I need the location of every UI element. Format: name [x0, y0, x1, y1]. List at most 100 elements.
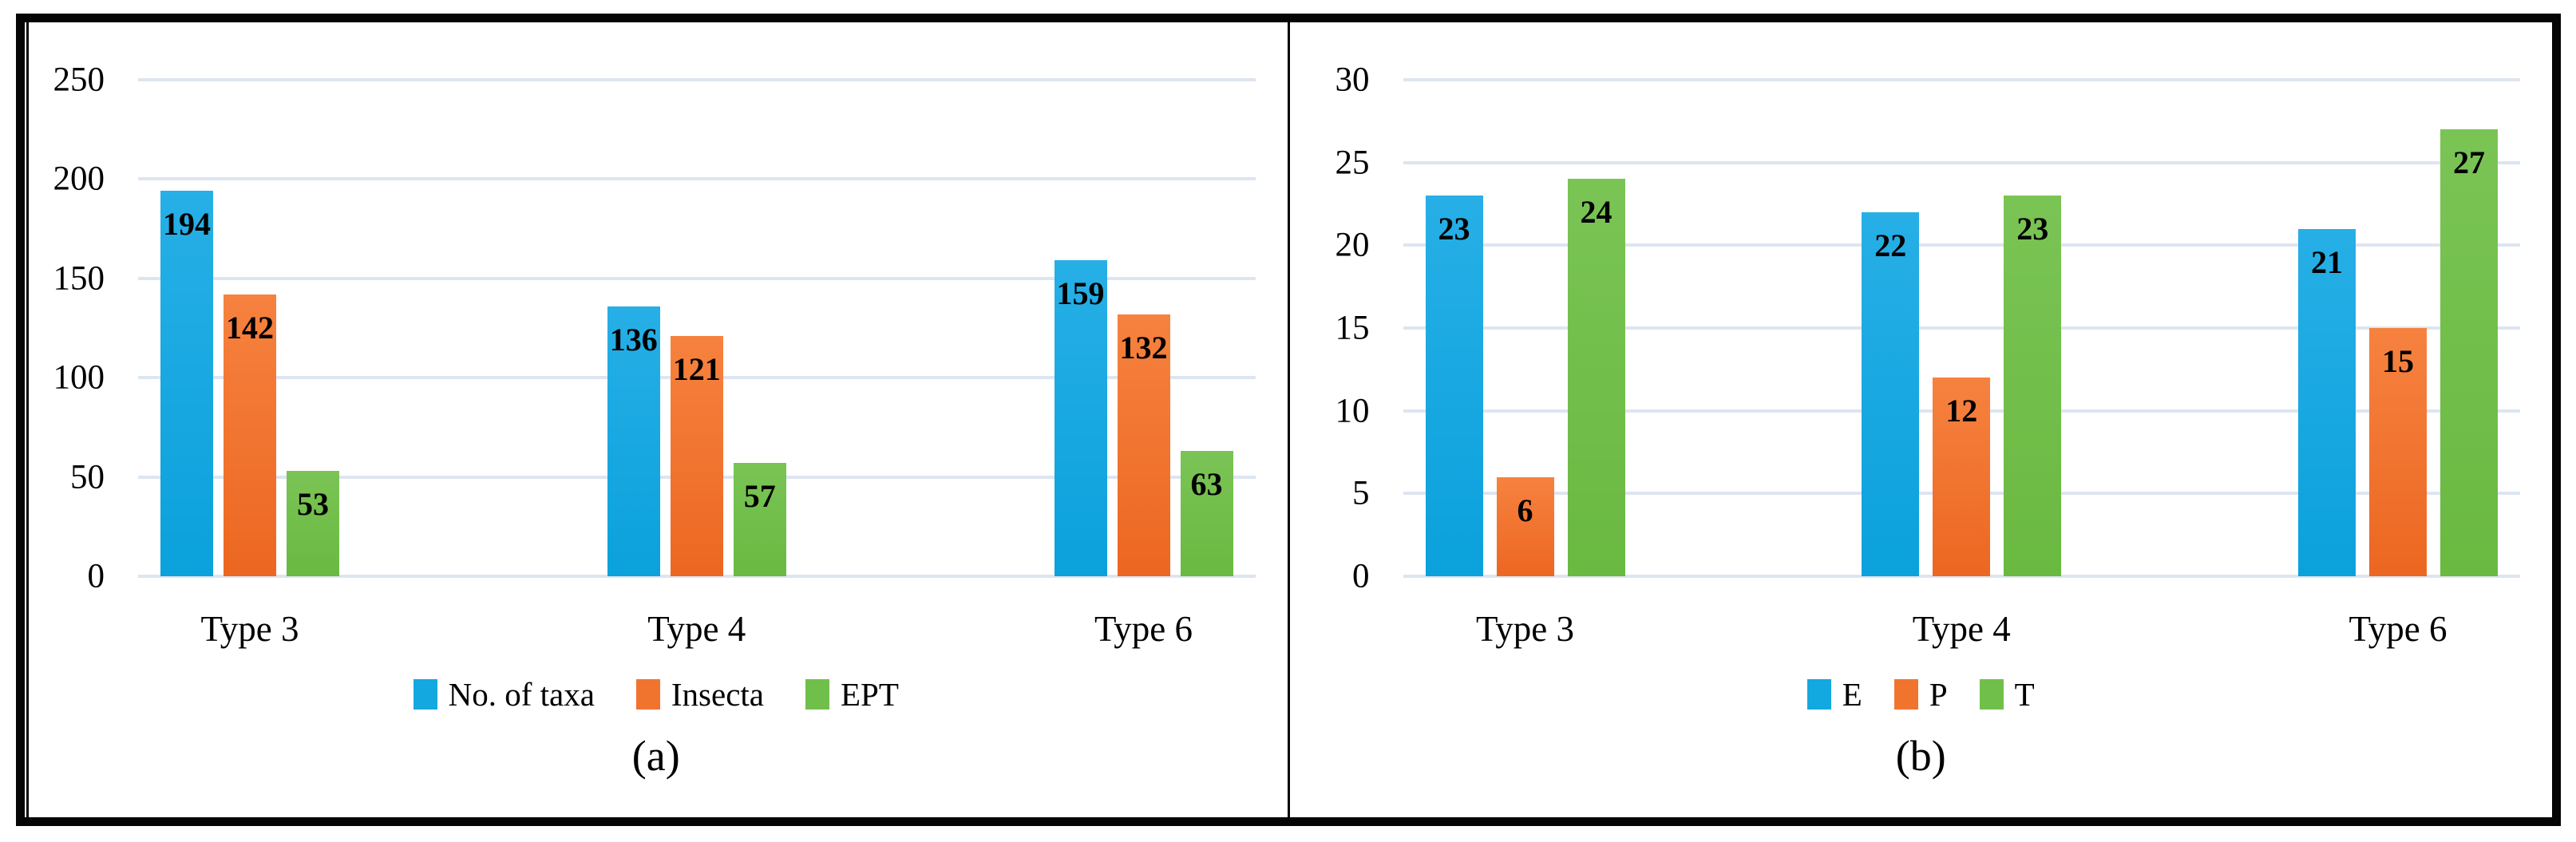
legend-item-p: P — [1893, 675, 1948, 714]
gridline-25 — [1403, 160, 2520, 164]
bar-e-type-3: 23 — [1425, 196, 1483, 576]
panel-caption-b: (b) — [1895, 732, 1946, 780]
legend-swatch-p — [1893, 679, 1918, 710]
legend-label-insecta: Insecta — [671, 676, 764, 713]
bar-e-type-4: 22 — [1862, 211, 1920, 576]
x-axis-label-type-3: Type 3 — [200, 609, 299, 649]
y-tick-label-150: 150 — [53, 259, 105, 298]
bar-value-label: 24 — [1580, 194, 1612, 231]
bar-group-type-4: 136 121 57 — [607, 306, 786, 576]
legend-item-no-of-taxa: No. of taxa — [413, 675, 595, 714]
bar-value-label: 136 — [609, 321, 658, 358]
bar-value-label: 27 — [2453, 144, 2485, 181]
bar-value-label: 121 — [672, 350, 721, 387]
x-axis-label-type-6: Type 6 — [1094, 609, 1193, 649]
gridline-30 — [1403, 78, 2520, 81]
legend-item-t: T — [1979, 675, 2035, 714]
bar-value-label: 23 — [1438, 211, 1470, 247]
legend-swatch-t — [1979, 679, 2004, 710]
gridline-20 — [1403, 243, 2520, 247]
bar-e-type-6: 21 — [2298, 228, 2356, 576]
x-axis-label-type-3: Type 3 — [1475, 609, 1575, 649]
legend-label-ept: EPT — [841, 676, 899, 713]
y-tick-label-15: 15 — [1335, 309, 1370, 347]
y-tick-label-30: 30 — [1335, 61, 1370, 99]
bar-value-label: 22 — [1874, 227, 1907, 263]
plot-area-b: 30 25 20 15 10 5 0 23 6 24 22 12 23 21 15 27 — [1335, 63, 2521, 594]
bar-t-type-4: 23 — [2004, 196, 2062, 576]
bar-ept-type-6: 63 — [1180, 451, 1233, 576]
bar-insecta-type-3: 142 — [224, 294, 276, 576]
bars-a: 194 142 53 136 121 57 159 132 63 — [138, 80, 1256, 576]
x-axis-b: Type 3 Type 4 Type 6 — [1403, 609, 2521, 650]
bar-value-label: 132 — [1119, 329, 1168, 366]
x-axis-label-type-6: Type 6 — [2348, 609, 2447, 649]
panel-caption-a: (a) — [631, 732, 680, 780]
bar-t-type-6: 27 — [2440, 129, 2498, 576]
bar-value-label: 53 — [297, 486, 329, 523]
y-tick-label-0: 0 — [87, 557, 105, 595]
x-axis-a: Type 3 Type 4 Type 6 — [138, 609, 1256, 650]
bar-ept-type-4: 57 — [733, 463, 786, 576]
gridline-250 — [138, 78, 1256, 81]
plot-area-a: 250 200 150 100 50 0 194 142 53 136 121 57 159 132 63 — [53, 63, 1256, 594]
gridline-0 — [138, 575, 1256, 578]
y-tick-label-10: 10 — [1335, 392, 1370, 430]
bars-b: 23 6 24 22 12 23 21 15 27 — [1403, 80, 2521, 576]
x-axis-label-type-4: Type 4 — [647, 609, 746, 649]
bar-value-label: 15 — [2382, 343, 2414, 379]
bar-t-type-3: 24 — [1567, 179, 1625, 576]
legend-label-t: T — [2014, 676, 2035, 713]
figure-frame: 250 200 150 100 50 0 194 142 53 136 121 57 159 132 63… — [16, 14, 2561, 826]
legend-swatch-insecta — [635, 679, 660, 710]
legend-swatch-ept — [805, 679, 829, 710]
gridline-200 — [138, 177, 1256, 181]
frame-inner-line — [26, 22, 29, 817]
y-tick-label-250: 250 — [53, 61, 105, 99]
legend-a: No. of taxa Insecta EPT — [25, 675, 1288, 714]
legend-item-ept: EPT — [805, 675, 899, 714]
bar-no-of-taxa-type-6: 159 — [1054, 260, 1107, 576]
y-tick-label-20: 20 — [1335, 226, 1370, 264]
legend-item-e: E — [1806, 675, 1862, 714]
legend-label-no-of-taxa: No. of taxa — [448, 676, 595, 713]
legend-swatch-e — [1806, 679, 1831, 710]
y-tick-label-25: 25 — [1335, 144, 1370, 182]
y-tick-label-50: 50 — [70, 458, 105, 496]
bar-group-type-3: 194 142 53 — [160, 191, 339, 576]
gridline-150 — [138, 276, 1256, 280]
bar-group-type-4: 22 12 23 — [1862, 196, 2062, 576]
y-tick-label-5: 5 — [1352, 474, 1370, 512]
bar-value-label: 159 — [1056, 275, 1105, 312]
bar-ept-type-3: 53 — [287, 471, 339, 576]
y-tick-label-200: 200 — [53, 160, 105, 198]
bar-no-of-taxa-type-4: 136 — [607, 306, 660, 576]
bar-value-label: 63 — [1190, 466, 1223, 503]
x-axis-label-type-4: Type 4 — [1912, 609, 2011, 649]
bar-group-type-6: 21 15 27 — [2298, 129, 2498, 576]
bar-p-type-3: 6 — [1496, 476, 1554, 576]
bar-value-label: 194 — [163, 206, 211, 243]
bar-value-label: 12 — [1945, 393, 1978, 429]
bar-group-type-3: 23 6 24 — [1425, 179, 1625, 576]
bar-no-of-taxa-type-3: 194 — [160, 191, 213, 576]
legend-label-e: E — [1842, 676, 1862, 713]
y-tick-label-0: 0 — [1352, 557, 1370, 595]
bar-value-label: 6 — [1517, 492, 1533, 528]
panel-b: 30 25 20 15 10 5 0 23 6 24 22 12 23 21 15 27 Type 3 Typ… — [1287, 22, 2553, 817]
bar-value-label: 23 — [2016, 211, 2049, 247]
legend-item-insecta: Insecta — [635, 675, 764, 714]
y-tick-label-100: 100 — [53, 358, 105, 397]
gridline-15 — [1403, 326, 2520, 330]
legend-swatch-no-of-taxa — [413, 679, 437, 710]
gridline-0 — [1403, 575, 2520, 578]
bar-p-type-6: 15 — [2369, 328, 2427, 576]
bar-group-type-6: 159 132 63 — [1054, 260, 1233, 576]
bar-value-label: 21 — [2311, 243, 2343, 280]
bar-value-label: 57 — [743, 478, 776, 515]
legend-label-p: P — [1929, 676, 1948, 713]
bar-p-type-4: 12 — [1933, 378, 1991, 576]
bar-insecta-type-4: 121 — [670, 335, 723, 576]
bar-insecta-type-6: 132 — [1117, 314, 1170, 576]
